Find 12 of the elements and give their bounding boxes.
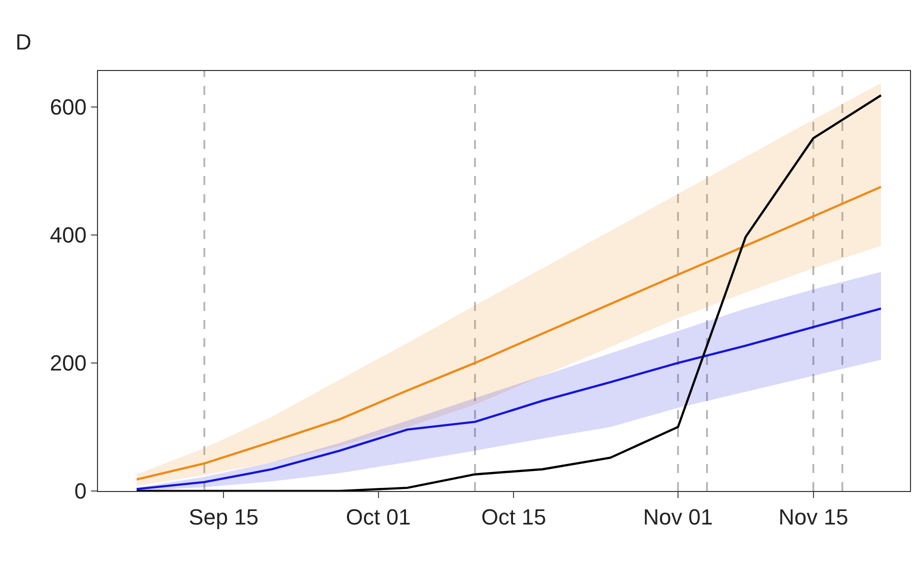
x-tick-label: Nov 01 [643,504,713,530]
y-tick-label: 600 [50,94,87,120]
chart-title: D [16,30,32,55]
x-tick-label: Sep 15 [188,504,259,530]
x-tick-label: Oct 01 [346,504,411,530]
y-tick-label: 400 [50,222,87,248]
x-tick-label: Oct 15 [481,504,546,530]
y-tick-label: 0 [74,478,87,504]
y-tick-label: 200 [50,350,87,376]
line-series [136,186,882,481]
x-tick-label: Nov 15 [778,504,848,530]
line-series [136,307,882,490]
